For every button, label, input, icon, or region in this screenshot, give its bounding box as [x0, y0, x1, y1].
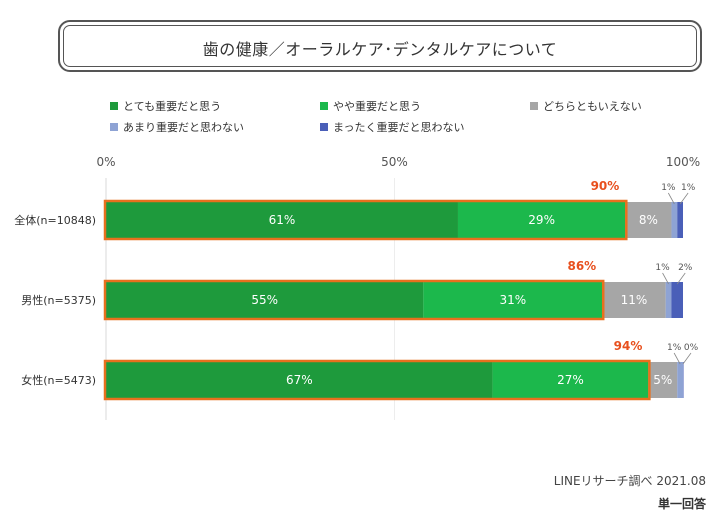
- legend-label: あまり重要だと思わない: [123, 121, 244, 134]
- legend-item: どちらともいえない: [530, 98, 642, 114]
- bar-segment: [423, 282, 603, 318]
- legend-label: とても重要だと思う: [123, 100, 222, 113]
- bar-label: 11%: [621, 293, 648, 307]
- legend-label: まったく重要だと思わない: [333, 121, 465, 134]
- callout-label: 1%: [667, 343, 682, 353]
- bar-segment: [602, 282, 666, 318]
- title-box: 歯の健康／オーラルケア･デンタルケアについて: [58, 20, 702, 72]
- legend-swatch: [320, 123, 328, 131]
- x-tick-label: 100%: [666, 155, 700, 169]
- bar-segment: [457, 202, 626, 238]
- bar-segment: [677, 202, 683, 238]
- legend: とても重要だと思う やや重要だと思う どちらともいえないあまり重要だと思わない まった…: [110, 98, 670, 138]
- bar-label: 29%: [528, 213, 555, 227]
- bar-label: 8%: [639, 213, 658, 227]
- legend-swatch: [320, 102, 328, 110]
- bar-segment: [492, 362, 649, 398]
- bar-segment: [648, 362, 678, 398]
- callout-label: 1%: [661, 183, 676, 193]
- callout-label: 1%: [681, 183, 696, 193]
- chart-title: 歯の健康／オーラルケア･デンタルケアについて: [202, 40, 558, 59]
- source-text: LINEリサーチ調べ 2021.08: [553, 474, 706, 488]
- callout-line: [673, 352, 681, 365]
- bar-segment: [106, 362, 493, 398]
- bar-label: 5%: [653, 373, 672, 387]
- bar-segment: [665, 282, 672, 318]
- callout-line: [667, 192, 675, 205]
- bar-segment: [671, 282, 683, 318]
- callout-label: 1%: [655, 263, 670, 273]
- bar-segment: [106, 202, 458, 238]
- legend-swatch: [110, 102, 118, 110]
- bar-label: 55%: [251, 293, 278, 307]
- bar-segment: [625, 202, 672, 238]
- legend-item: まったく重要だと思わない: [320, 119, 465, 135]
- legend-label: どちらともいえない: [543, 100, 642, 113]
- top2-total-label: 86%: [567, 259, 596, 273]
- legend-swatch: [110, 123, 118, 131]
- answer-type-note: 単一回答: [657, 497, 706, 511]
- legend-item: あまり重要だと思わない: [110, 119, 244, 135]
- callout-line: [679, 192, 689, 205]
- bar-segment: [677, 362, 683, 398]
- bar-segment: [683, 362, 684, 398]
- bar-segment: [671, 202, 678, 238]
- legend-swatch: [530, 102, 538, 110]
- bar-label: 27%: [557, 373, 584, 387]
- bar-label: 67%: [286, 373, 313, 387]
- callout-label: 0%: [684, 343, 699, 353]
- top2-highlight-box: [103, 359, 651, 401]
- callout-line: [682, 352, 692, 365]
- callout-line: [662, 272, 669, 285]
- category-label: 女性(n=5473): [21, 373, 96, 387]
- bar-segment: [106, 282, 424, 318]
- callout-label: 2%: [678, 263, 693, 273]
- top2-total-label: 94%: [614, 339, 643, 353]
- legend-label: やや重要だと思う: [333, 100, 421, 113]
- category-label: 全体(n=10848): [14, 213, 96, 227]
- x-tick-label: 0%: [96, 155, 115, 169]
- top2-total-label: 90%: [591, 179, 620, 193]
- top2-highlight-box: [103, 279, 605, 321]
- legend-item: やや重要だと思う: [320, 98, 421, 114]
- category-label: 男性(n=5375): [21, 293, 96, 307]
- legend-item: とても重要だと思う: [110, 98, 221, 114]
- bar-label: 31%: [499, 293, 526, 307]
- top2-highlight-box: [103, 199, 628, 241]
- bar-label: 61%: [269, 213, 296, 227]
- callout-line: [676, 272, 686, 285]
- x-tick-label: 50%: [381, 155, 408, 169]
